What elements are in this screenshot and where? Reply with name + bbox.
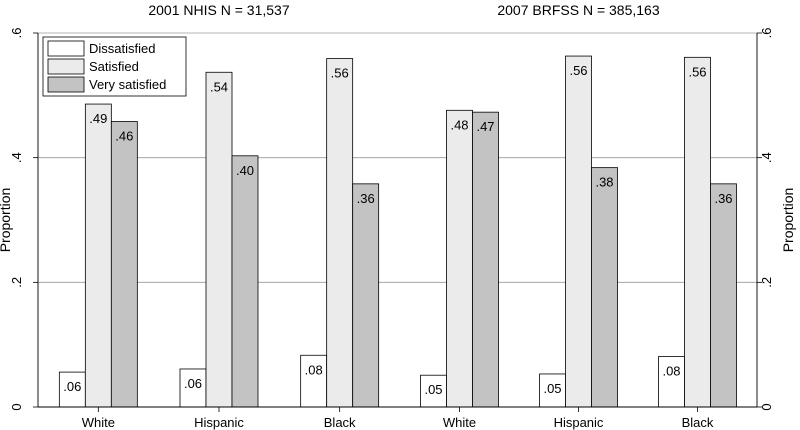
bars — [58, 55, 737, 408]
y-tick-label-left: 0 — [9, 403, 24, 410]
bar-dissatisfied — [179, 368, 207, 408]
bar-value-label: .54 — [210, 79, 228, 94]
bar-value-label: .06 — [63, 379, 81, 394]
y-tick-label-right: .4 — [759, 152, 774, 163]
bar-value-label: .38 — [595, 175, 613, 190]
bar-value-label: .05 — [543, 381, 561, 396]
bar-value-label: .49 — [89, 111, 107, 126]
bar-satisfied — [565, 55, 592, 408]
x-tick-label: White — [82, 415, 115, 430]
y-tick-label-right: .2 — [759, 277, 774, 288]
x-tick-label: Black — [682, 415, 714, 430]
bar-value-label: .47 — [476, 119, 494, 134]
bar-very-satisfied — [231, 155, 259, 408]
bar-very-satisfied — [110, 121, 138, 408]
y-tick-label-right: 0 — [759, 403, 774, 410]
bar-value-label: .56 — [688, 64, 706, 79]
bar-satisfied — [326, 58, 354, 408]
bar-value-label: .06 — [184, 376, 202, 391]
bar-very-satisfied — [472, 111, 499, 408]
bar-dissatisfied — [58, 371, 86, 408]
y-axis-title-right: Proportion — [780, 188, 796, 253]
bar-value-label: .56 — [331, 66, 349, 81]
x-tick-label: Hispanic — [194, 415, 244, 430]
axes: 0 0 .2 .2 .4 .4 .6 .6 Proportion Proportion — [0, 28, 796, 412]
bar-value-label: .56 — [569, 63, 587, 78]
gridlines — [38, 32, 757, 283]
bar-value-label: .40 — [236, 163, 254, 178]
legend-swatch — [47, 40, 85, 57]
x-tick-label: Black — [324, 415, 356, 430]
bar-dissatisfied — [300, 354, 328, 408]
x-tick-label: Hispanic — [554, 415, 604, 430]
bar-very-satisfied — [591, 167, 618, 408]
bar-satisfied — [205, 71, 233, 408]
bar-value-label: .36 — [357, 191, 375, 206]
y-axis-title-left: Proportion — [0, 188, 13, 253]
bar-very-satisfied — [710, 183, 737, 408]
y-tick-label-left: .2 — [9, 277, 24, 288]
legend-label: Satisfied — [89, 59, 139, 74]
panel-title: 2007 BRFSS N = 385,163 — [497, 2, 659, 18]
x-tick-label: White — [443, 415, 476, 430]
bar-value-label: .46 — [115, 129, 133, 144]
bar-value-label: .08 — [305, 362, 323, 377]
bar-satisfied — [684, 56, 711, 408]
bar-value-label: .48 — [450, 117, 468, 132]
bar-satisfied — [84, 103, 112, 408]
labels: .06 .49 .46 White .06 .54 .40 Hispanic .08 .56 .36… — [63, 2, 732, 430]
bar-value-label: .08 — [662, 364, 680, 379]
panel-title: 2001 NHIS N = 31,537 — [148, 2, 289, 18]
y-tick-label-left: .6 — [9, 28, 24, 39]
bar-value-label: .36 — [714, 191, 732, 206]
y-tick-label-left: .4 — [9, 152, 24, 163]
bar-value-label: .05 — [424, 382, 442, 397]
bar-satisfied — [446, 109, 473, 408]
legend-label: Dissatisfied — [89, 41, 155, 56]
bar-very-satisfied — [352, 183, 380, 408]
legend-swatch — [47, 58, 85, 75]
legend: Dissatisfied Satisfied Very satisfied — [42, 36, 187, 97]
y-tick-label-right: .6 — [759, 28, 774, 39]
legend-label: Very satisfied — [89, 77, 166, 92]
legend-swatch — [47, 76, 85, 93]
